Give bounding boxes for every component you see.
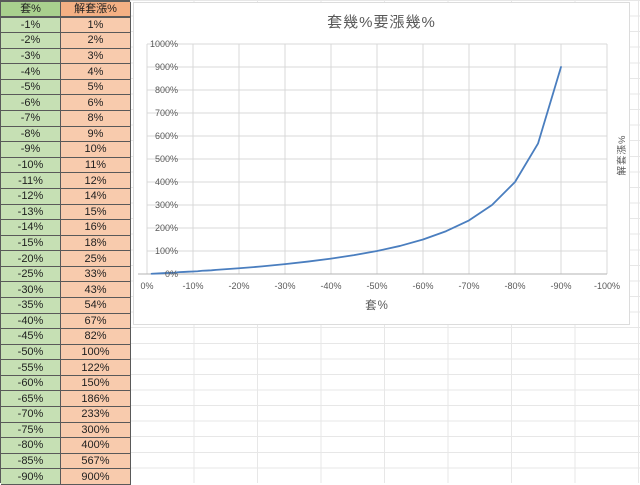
y-axis-tick-label: 100% — [154, 245, 178, 256]
table-cell[interactable]: -8% — [1, 126, 61, 143]
table-cell[interactable]: 33% — [61, 266, 131, 283]
x-axis-tick-label: 0% — [140, 281, 154, 291]
table-cell[interactable]: 122% — [61, 360, 131, 376]
table-cell[interactable]: 186% — [61, 391, 131, 408]
table-cell[interactable]: 1% — [61, 17, 131, 34]
y-axis-tick-label: 500% — [154, 153, 178, 164]
y-axis-tick-label: 600% — [154, 130, 178, 141]
table-cell[interactable]: -35% — [1, 297, 61, 314]
x-axis-tick-label: -80% — [504, 281, 526, 291]
y-axis-tick-label: 800% — [154, 84, 178, 95]
table-cell[interactable]: 8% — [61, 111, 131, 127]
table-cell[interactable]: -20% — [1, 251, 61, 267]
table-cell[interactable]: -15% — [1, 235, 61, 252]
payback-table: 套% 解套漲% -1% 1% -2% 2% -3% 3% -4% 4% -5% 5% -6% 6% -7% 8… — [0, 0, 131, 485]
table-cell[interactable]: 67% — [61, 313, 131, 330]
table-cell[interactable]: 9% — [61, 126, 131, 143]
table-cell[interactable]: -70% — [1, 407, 61, 423]
table-cell[interactable]: -85% — [1, 453, 61, 470]
y-axis-tick-label: 200% — [154, 222, 178, 233]
table-cell[interactable]: -10% — [1, 157, 61, 174]
table-cell[interactable]: 43% — [61, 282, 131, 298]
table-cell[interactable]: -13% — [1, 204, 61, 221]
table-cell[interactable]: 233% — [61, 407, 131, 423]
table-cell[interactable]: -5% — [1, 79, 61, 96]
table-cell[interactable]: -60% — [1, 375, 61, 392]
table-cell[interactable]: -12% — [1, 188, 61, 205]
table-cell[interactable]: 5% — [61, 79, 131, 96]
line-chart[interactable]: 套幾%要漲幾% 套% 解套漲% 0% 100% 200% 300% 400% 500% 60… — [133, 2, 630, 325]
table-cell[interactable]: 400% — [61, 438, 131, 454]
table-cell[interactable]: -1% — [1, 17, 61, 34]
table-cell[interactable]: -30% — [1, 282, 61, 298]
table-cell[interactable]: -3% — [1, 48, 61, 65]
x-axis-title: 套% — [365, 300, 389, 312]
table-cell[interactable]: -14% — [1, 220, 61, 236]
table-cell[interactable]: -2% — [1, 33, 61, 49]
y-axis-tick-label: 700% — [154, 107, 178, 118]
table-cell[interactable]: -80% — [1, 438, 61, 454]
table-cell[interactable]: -9% — [1, 142, 61, 158]
y-axis-tick-label: 1000% — [149, 38, 178, 49]
x-axis-tick-label: -10% — [182, 281, 204, 291]
x-axis-tick-label: -30% — [274, 281, 296, 291]
x-axis-tick-label: -70% — [458, 281, 480, 291]
table-cell[interactable]: 18% — [61, 235, 131, 252]
table-header-cell[interactable]: 套% — [1, 2, 61, 18]
table-cell[interactable]: 14% — [61, 188, 131, 205]
plot-area — [138, 43, 608, 275]
table-cell[interactable]: 54% — [61, 297, 131, 314]
chart-title: 套幾%要漲幾% — [327, 14, 436, 31]
table-cell[interactable]: -11% — [1, 173, 61, 189]
table-cell[interactable]: 25% — [61, 251, 131, 267]
table-cell[interactable]: 12% — [61, 173, 131, 189]
x-axis-tick-label: -20% — [228, 281, 250, 291]
x-axis-tick-label: -50% — [366, 281, 388, 291]
table-cell[interactable]: 15% — [61, 204, 131, 221]
table-cell[interactable]: -55% — [1, 360, 61, 376]
table-cell[interactable]: 567% — [61, 453, 131, 470]
y-axis-tick-label: 0% — [164, 268, 178, 279]
x-axis-tick-label: -100% — [593, 281, 620, 291]
table-cell[interactable]: 10% — [61, 142, 131, 158]
table-cell[interactable]: 2% — [61, 33, 131, 49]
table-cell[interactable]: 82% — [61, 329, 131, 345]
table-cell[interactable]: 11% — [61, 157, 131, 174]
x-axis-tick-label: -60% — [412, 281, 434, 291]
table-cell[interactable]: 4% — [61, 64, 131, 80]
table-cell[interactable]: 3% — [61, 48, 131, 65]
table-cell[interactable]: -65% — [1, 391, 61, 408]
x-axis-tick-label: -90% — [550, 281, 572, 291]
table-cell[interactable]: -50% — [1, 344, 61, 361]
y-axis-tick-label: 300% — [154, 199, 178, 210]
table-cell[interactable]: 300% — [61, 422, 131, 439]
y-axis-title: 解套漲% — [617, 134, 628, 176]
x-axis-tick-label: -40% — [320, 281, 342, 291]
table-cell[interactable]: -7% — [1, 111, 61, 127]
table-cell[interactable]: -45% — [1, 329, 61, 345]
table-header-cell[interactable]: 解套漲% — [61, 2, 131, 18]
series-line — [150, 66, 562, 275]
y-axis-tick-label: 900% — [154, 61, 178, 72]
table-cell[interactable]: -4% — [1, 64, 61, 80]
table-cell[interactable]: 100% — [61, 344, 131, 361]
table-cell[interactable]: -6% — [1, 95, 61, 112]
table-cell[interactable]: 6% — [61, 95, 131, 112]
table-cell[interactable]: -25% — [1, 266, 61, 283]
y-axis-tick-label: 400% — [154, 176, 178, 187]
table-cell[interactable]: 16% — [61, 220, 131, 236]
table-cell[interactable]: -75% — [1, 422, 61, 439]
table-cell[interactable]: 150% — [61, 375, 131, 392]
table-cell[interactable]: -40% — [1, 313, 61, 330]
